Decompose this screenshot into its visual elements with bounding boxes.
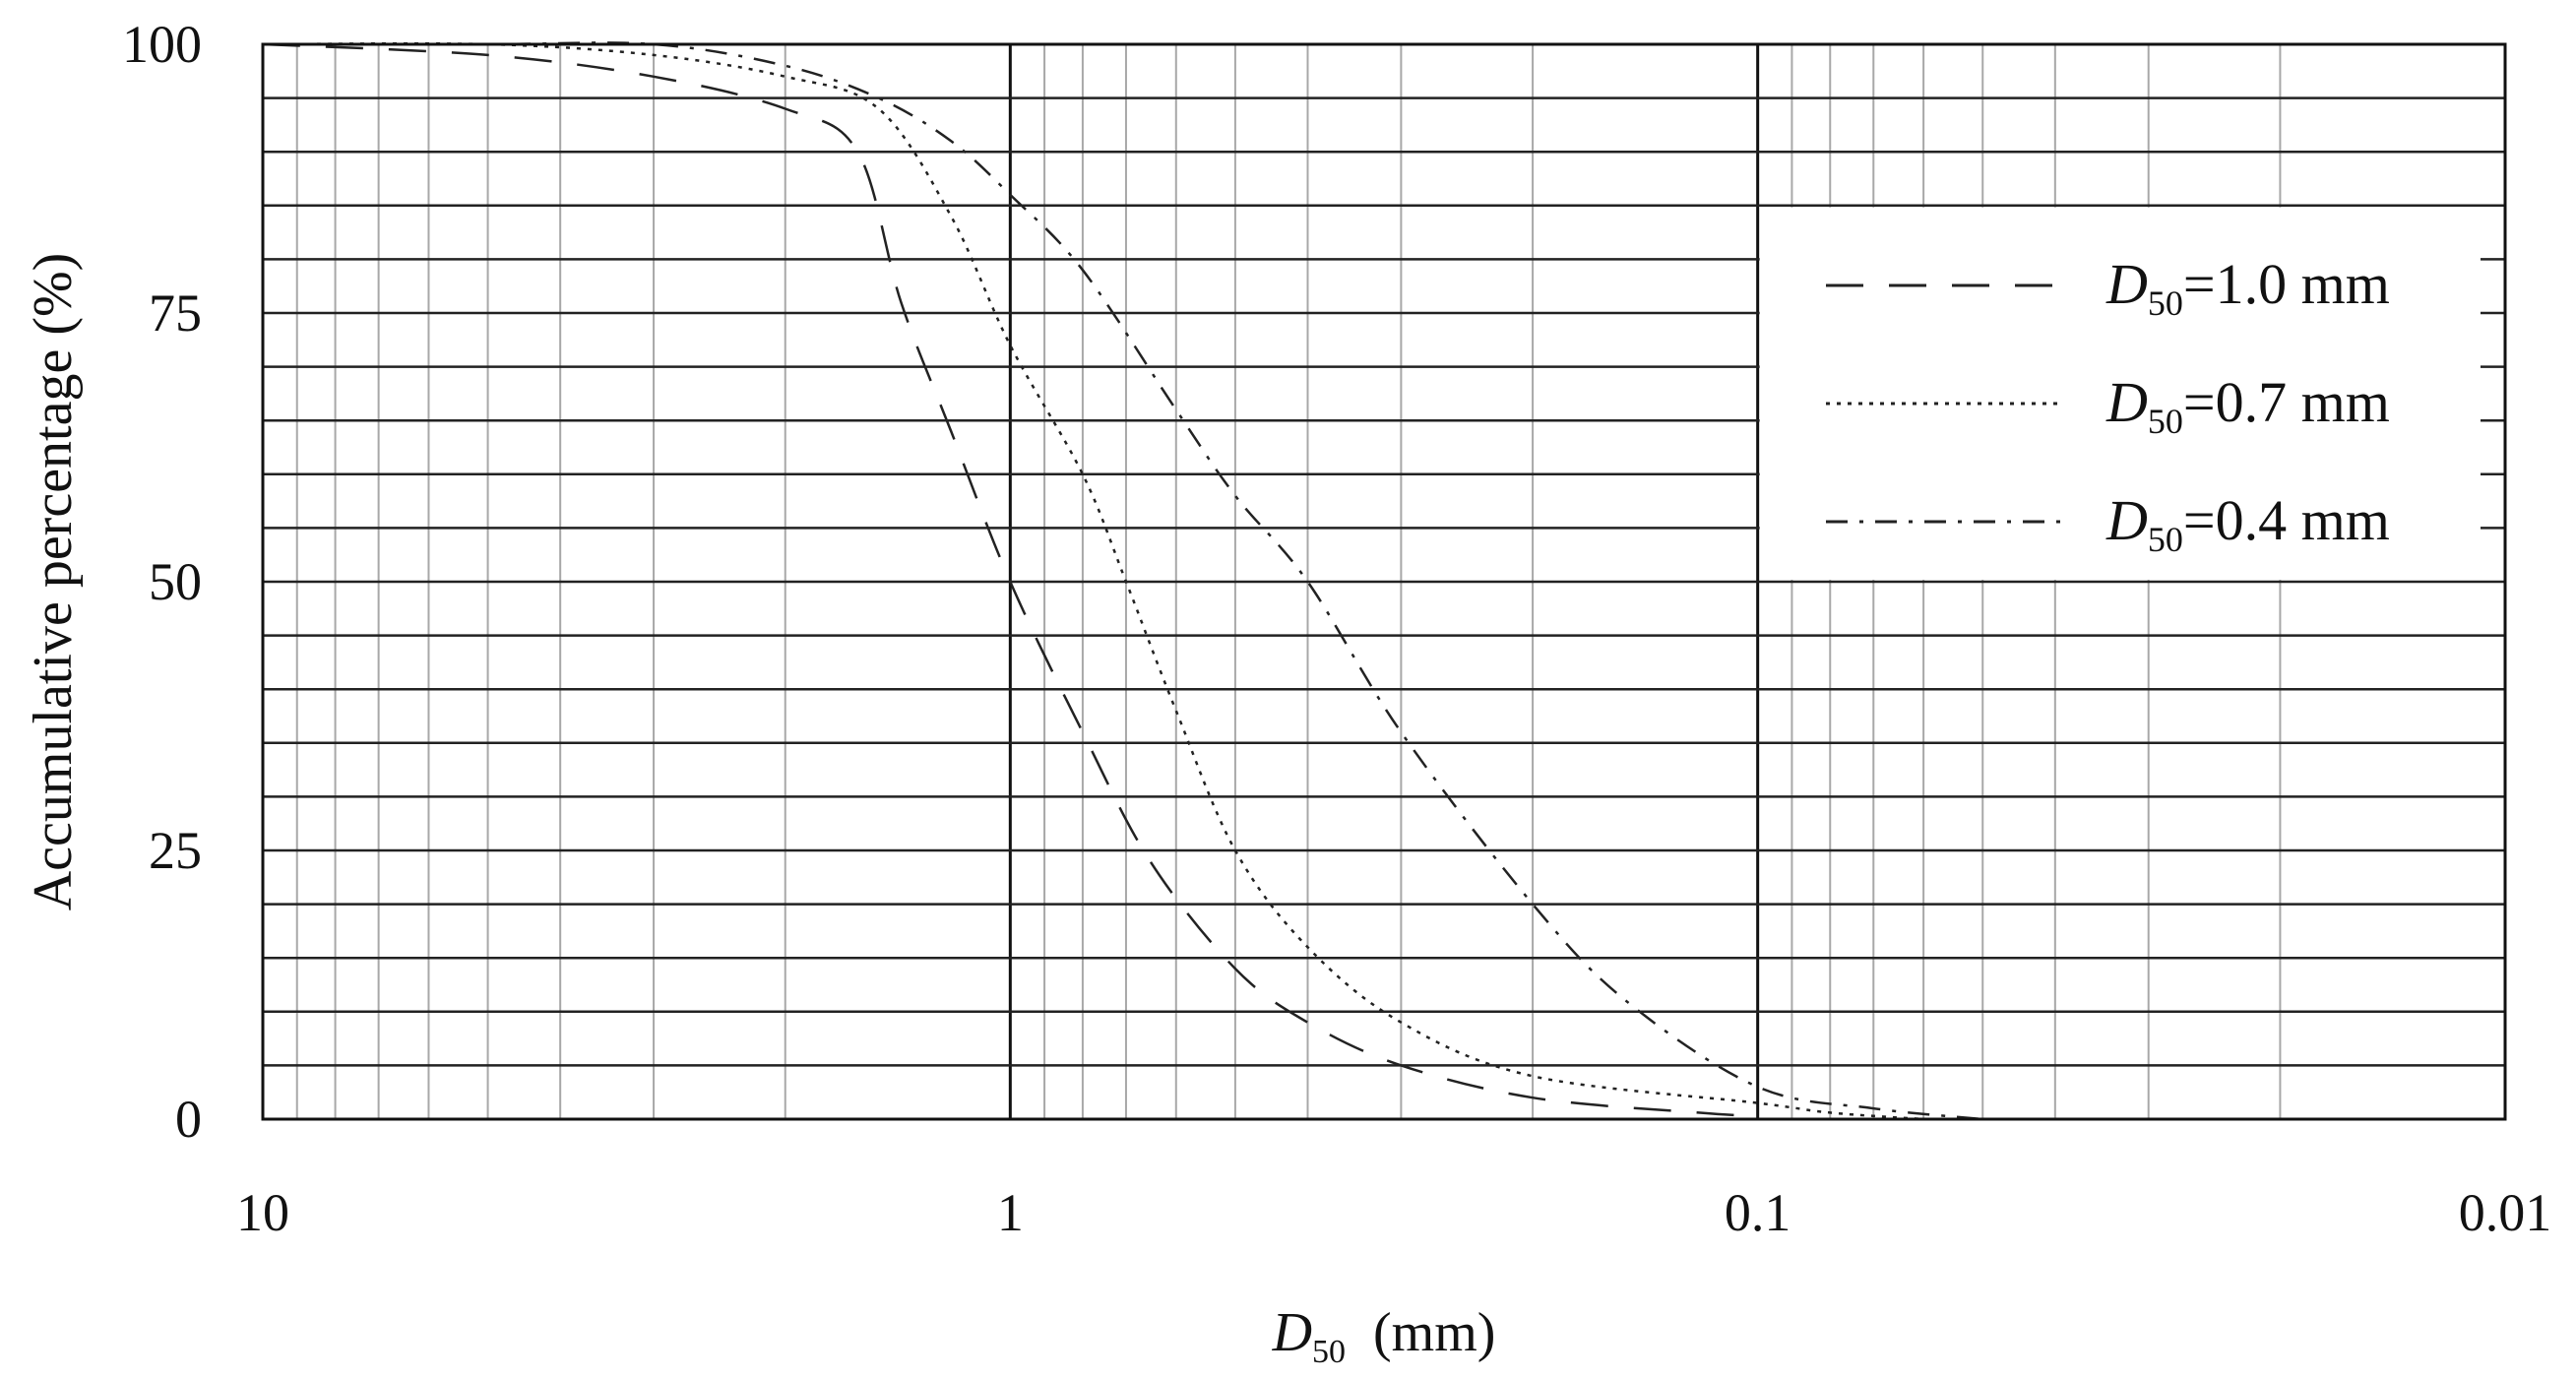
y-axis-title: Accumulative percentage (%) — [23, 253, 84, 911]
legend: D50=1.0 mm D50=0.7 mm D50=0.4 mm — [1826, 252, 2390, 559]
x-axis-title: D50 (mm) — [1272, 1302, 1496, 1370]
series-line-1 — [262, 42, 1758, 1117]
x-tick-label: 1 — [997, 1183, 1024, 1242]
legend-label-3: D50=0.4 mm — [2105, 488, 2390, 559]
x-axis-title-symbol: D — [1272, 1302, 1312, 1363]
x-tick-label: 10 — [236, 1183, 289, 1242]
x-tick-label: 0.1 — [1725, 1183, 1791, 1242]
y-tick-label: 75 — [149, 283, 202, 343]
series-lines — [262, 41, 1983, 1121]
legend-label-2: D50=0.7 mm — [2105, 370, 2390, 441]
x-axis-title-subscript: 50 — [1312, 1334, 1346, 1370]
grid — [263, 44, 2505, 1119]
series-line-2 — [262, 41, 1924, 1121]
legend-label-1: D50=1.0 mm — [2105, 252, 2390, 323]
legend-background — [1759, 207, 2481, 581]
x-axis-title-unit: (mm) — [1373, 1302, 1495, 1363]
plot-frame — [261, 42, 2507, 1121]
tick-labels: 0 25 50 75 100 10 1 0.1 0.01 — [122, 15, 2551, 1242]
y-tick-label: 25 — [149, 821, 202, 880]
y-tick-label: 0 — [175, 1090, 202, 1149]
y-tick-label: 50 — [149, 552, 202, 611]
series-line-3 — [263, 41, 1983, 1121]
y-tick-label: 100 — [122, 15, 202, 74]
x-tick-label: 0.01 — [2459, 1183, 2552, 1242]
